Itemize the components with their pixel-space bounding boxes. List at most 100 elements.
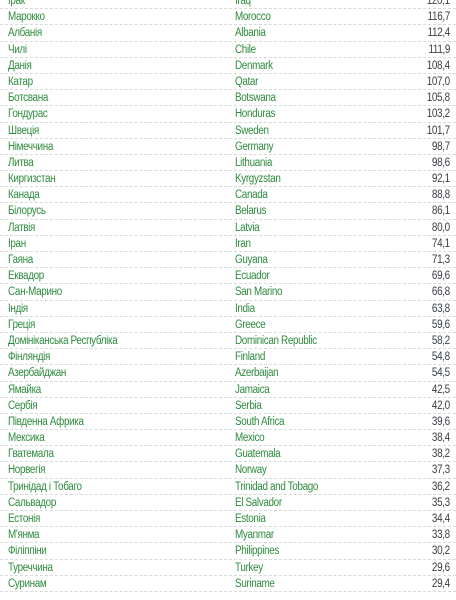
table-row: Іран Iran 74,1 — [0, 236, 456, 252]
country-name-ukrainian: Ірак — [8, 0, 25, 7]
country-name-english: Kyrgyzstan — [235, 173, 281, 186]
table-row: Мексика Mexico 38,4 — [0, 430, 456, 447]
country-name-ukrainian: Сербія — [8, 399, 38, 412]
table-row: Канада Canada 88,8 — [0, 187, 456, 204]
country-name-ukrainian: Еквадор — [8, 270, 44, 283]
country-name-english: Albania — [235, 27, 266, 40]
country-value: 86,1 — [432, 205, 450, 218]
country-name-english: Latvia — [235, 221, 260, 234]
table-row: Еквадор Ecuador 69,6 — [0, 268, 456, 285]
country-name-ukrainian: Азербайджан — [8, 367, 67, 380]
country-value: 92,1 — [432, 173, 450, 186]
country-name-english: Philippines — [235, 545, 280, 558]
country-name-ukrainian: Білорусь — [8, 205, 46, 218]
table-row: Ірак Iraq 120,1 — [0, 0, 456, 10]
country-name-english: Germany — [235, 140, 274, 153]
country-value: 59,6 — [432, 318, 450, 331]
country-name-ukrainian: Литва — [8, 156, 34, 169]
country-name-ukrainian: Іран — [8, 237, 26, 250]
country-name-ukrainian: Мексика — [8, 432, 45, 445]
country-name-english: Greece — [235, 318, 266, 331]
country-name-ukrainian: Чилі — [8, 43, 27, 56]
table-row: Гондурас Honduras 103,2 — [0, 106, 456, 123]
country-value: 120,1 — [426, 0, 450, 7]
country-name-english: Chile — [235, 43, 256, 56]
table-row: Туреччина Turkey 29,6 — [0, 560, 456, 576]
country-value: 107,0 — [426, 75, 450, 88]
country-name-ukrainian: Латвія — [8, 221, 36, 234]
country-name-ukrainian: Албанія — [8, 27, 42, 40]
table-row: М'янма Myanmar 33,8 — [0, 527, 456, 544]
country-name-english: Azerbaijan — [235, 367, 279, 380]
table-row: Гватемала Guatemala 38,2 — [0, 446, 456, 463]
country-value: 69,6 — [432, 270, 450, 283]
country-name-english: Lithuania — [235, 156, 273, 169]
country-value: 36,2 — [432, 480, 450, 493]
country-name-english: Ecuador — [235, 270, 270, 283]
country-value: 34,4 — [432, 513, 450, 525]
table-row: Індія India 63,8 — [0, 301, 456, 317]
table-row: Сан-Марино San Marino 66,8 — [0, 284, 456, 301]
country-name-english: Iraq — [235, 0, 251, 7]
country-name-ukrainian: Ботсвана — [8, 92, 49, 105]
country-value: 80,0 — [432, 221, 450, 234]
table-row: Марокко Morocco 116,7 — [0, 9, 456, 26]
country-name-english: Guatemala — [235, 448, 281, 461]
country-name-ukrainian: Естонія — [8, 513, 40, 525]
country-value: 98,7 — [432, 140, 450, 153]
table-row: Данія Denmark 108,4 — [0, 58, 456, 74]
country-name-english: India — [235, 302, 255, 315]
table-row: Киргизстан Kyrgyzstan 92,1 — [0, 171, 456, 188]
table-row: Німеччина Germany 98,7 — [0, 139, 456, 155]
table-row: Естонія Estonia 34,4 — [0, 511, 456, 528]
country-name-ukrainian: Канада — [8, 189, 40, 202]
table-row: Сальвадор El Salvador 35,3 — [0, 495, 456, 511]
country-value: 42,5 — [432, 383, 450, 396]
country-value: 30,2 — [432, 545, 450, 558]
table-row: Албанія Albania 112,4 — [0, 25, 456, 42]
country-value: 105,8 — [426, 92, 450, 105]
country-value: 29,6 — [432, 561, 450, 574]
country-name-ukrainian: Киргизстан — [8, 173, 56, 186]
table-row: Білорусь Belarus 86,1 — [0, 203, 456, 220]
country-value: 39,6 — [432, 415, 450, 428]
table-row: Азербайджан Azerbaijan 54,5 — [0, 365, 456, 382]
table-row: Ямайка Jamaica 42,5 — [0, 382, 456, 398]
country-value: 38,2 — [432, 448, 450, 461]
country-name-ukrainian: Домініканська Республіка — [8, 334, 118, 347]
country-name-ukrainian: Індія — [8, 302, 28, 315]
table-row: Катар Qatar 107,0 — [0, 74, 456, 91]
country-name-ukrainian: Сальвадор — [8, 496, 56, 509]
country-value: 29,4 — [432, 577, 450, 590]
country-name-english: Trinidad and Tobago — [235, 480, 319, 493]
country-value: 35,3 — [432, 496, 450, 509]
country-name-ukrainian: Греція — [8, 318, 35, 331]
table-row: Сербія Serbia 42,0 — [0, 398, 456, 414]
country-name-english: Honduras — [235, 108, 276, 121]
table-row: Домініканська Республіка Dominican Republ… — [0, 333, 456, 350]
country-name-ukrainian: Данія — [8, 59, 32, 72]
country-name-english: Dominican Republic — [235, 334, 317, 347]
country-value: 103,2 — [426, 108, 450, 121]
table-row: Суринам Suriname 29,4 — [0, 576, 456, 592]
country-name-english: Botswana — [235, 92, 276, 105]
country-value: 63,8 — [432, 302, 450, 315]
country-name-english: Denmark — [235, 59, 273, 72]
country-value: 58,2 — [432, 334, 450, 347]
country-name-english: Serbia — [235, 399, 262, 412]
table-row: Литва Lithuania 98,6 — [0, 155, 456, 172]
country-name-ukrainian: Фінляндія — [8, 351, 51, 364]
table-row: Латвія Latvia 80,0 — [0, 220, 456, 236]
country-value: 54,5 — [432, 367, 450, 380]
country-name-english: Finland — [235, 351, 266, 364]
country-name-english: Qatar — [235, 75, 259, 88]
table-row: Чилі Chile 111,9 — [0, 42, 456, 58]
country-name-english: Norway — [235, 464, 267, 477]
country-name-ukrainian: Норвегія — [8, 464, 46, 477]
country-name-ukrainian: Південна Африка — [8, 415, 84, 428]
table-row: Норвегія Norway 37,3 — [0, 462, 456, 479]
country-value: 42,0 — [432, 399, 450, 412]
country-name-english: South Africa — [235, 415, 285, 428]
country-name-ukrainian: М'янма — [8, 529, 40, 542]
country-name-ukrainian: Гондурас — [8, 108, 48, 121]
